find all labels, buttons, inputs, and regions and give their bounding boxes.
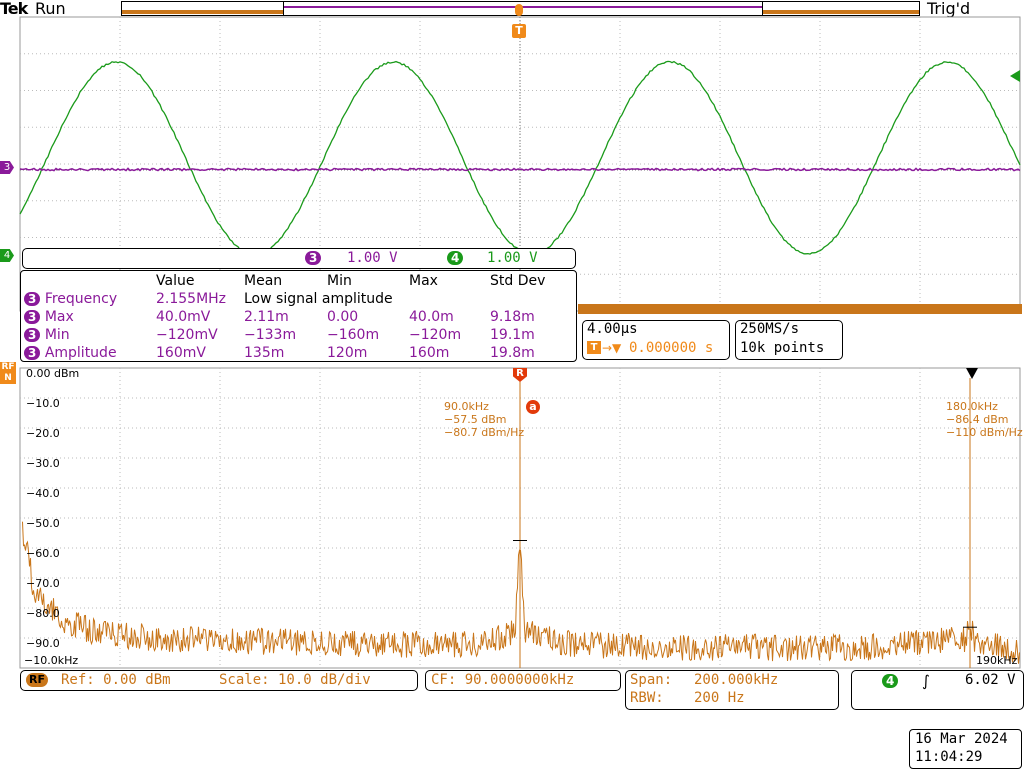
acquisition-readout[interactable]: 250MS/s 10k points <box>735 320 843 360</box>
measurement-min: 120m <box>327 344 409 362</box>
span-value: 200.000kHz <box>694 672 778 688</box>
measurement-min: 0.00 <box>327 308 409 326</box>
time: 11:04:29 <box>915 749 982 765</box>
measurement-value: 160mV <box>156 344 244 362</box>
ch4-badge[interactable]: 4 <box>447 251 463 265</box>
ch3-badge: 3 <box>24 328 40 342</box>
marker-ref-freq: 90.0kHz <box>444 400 524 413</box>
marker-ref-readout: 90.0kHz −57.5 dBm −80.7 dBm/Hz <box>444 400 524 439</box>
marker-2-freq: 180.0kHz <box>946 400 1023 413</box>
date: 16 Mar 2024 <box>915 731 1008 747</box>
arrow-right-down-icon: →▼ <box>602 341 621 355</box>
trigger-ch4-badge: 4 <box>882 674 898 688</box>
rbw-value: 200 Hz <box>694 690 745 706</box>
trigger-position-marker[interactable]: T <box>512 24 526 38</box>
spectrum-y-label: −60.0 <box>26 547 60 560</box>
col-mean: Mean <box>244 272 327 290</box>
marker-2-flag-icon[interactable] <box>966 368 978 379</box>
ch3-badge[interactable]: 3 <box>305 251 321 265</box>
trigger-readout[interactable]: 4 ∫ 6.02 V <box>851 670 1024 710</box>
rf-reference-level: Ref: 0.00 dBm <box>61 672 171 688</box>
date-time-box: 16 Mar 2024 11:04:29 <box>909 729 1022 769</box>
measurement-name: Min <box>45 327 70 343</box>
rf-reference-marker[interactable]: RF N <box>0 362 16 384</box>
measurement-row-amplitude[interactable]: 3 Amplitude 160mV 135m 120m 160m 19.8m <box>24 344 560 362</box>
measurement-name: Max <box>45 309 74 325</box>
span-rbw-box[interactable]: Span: 200.000kHz RBW: 200 Hz <box>625 670 839 710</box>
marker-2-readout: 180.0kHz −86.4 dBm −110 dBm/Hz <box>946 400 1023 439</box>
measurement-row-min[interactable]: 3 Min −120mV −133m −160m −120m 19.1m <box>24 326 560 344</box>
col-stddev: Std Dev <box>490 272 560 290</box>
ch3-scale[interactable]: 1.00 V <box>347 250 398 266</box>
spectrum-y-label: −90.0 <box>26 637 60 650</box>
measurement-panel[interactable]: Value Mean Min Max Std Dev 3 Frequency 2… <box>20 270 577 362</box>
ch3-badge: 3 <box>24 346 40 360</box>
measurement-value: −120mV <box>156 326 244 344</box>
time-to-spectrum-band <box>578 304 1022 314</box>
measurement-mean: 2.11m <box>244 308 327 326</box>
rising-edge-icon: ∫ <box>922 672 930 690</box>
measurement-value: 2.155MHz <box>156 290 244 308</box>
ch4-scale[interactable]: 1.00 V <box>487 250 538 266</box>
measurement-max: −120m <box>409 326 490 344</box>
measurement-mean: 135m <box>244 344 327 362</box>
rf-badge-bottom: N <box>0 373 16 384</box>
rf-badge: RF <box>26 673 48 687</box>
center-frequency: CF: 90.0000000kHz <box>431 672 574 688</box>
spectrum-y-label: −30.0 <box>26 457 60 470</box>
rf-settings-box[interactable]: RF Ref: 0.00 dBm Scale: 10.0 dB/div <box>20 670 418 691</box>
measurement-value: 40.0mV <box>156 308 244 326</box>
ch3-badge: 3 <box>24 292 40 306</box>
measurement-row-frequency[interactable]: 3 Frequency 2.155MHz Low signal amplitud… <box>24 290 560 308</box>
channel-scale-bar: 3 1.00 V 4 1.00 V <box>22 248 576 269</box>
center-frequency-box[interactable]: CF: 90.0000000kHz <box>425 670 621 691</box>
ch3-badge: 3 <box>24 310 40 324</box>
spectrum-y-label: −10.0 <box>26 397 60 410</box>
trigger-level-arrow-icon[interactable] <box>1010 70 1020 82</box>
spectrum-y-label: 0.00 dBm <box>26 367 79 380</box>
measurement-max: 40.0m <box>409 308 490 326</box>
rf-vertical-scale: Scale: 10.0 dB/div <box>219 672 371 688</box>
measurement-std: 19.1m <box>490 326 560 344</box>
col-value: Value <box>156 272 244 290</box>
marker-2-level: −86.4 dBm <box>946 413 1023 426</box>
marker-ref-level: −57.5 dBm <box>444 413 524 426</box>
measurement-row-max[interactable]: 3 Max 40.0mV 2.11m 0.00 40.0m 9.18m <box>24 308 560 326</box>
rbw-label: RBW: <box>630 690 664 706</box>
spectrum-markers <box>513 378 977 668</box>
measurement-std: 19.8m <box>490 344 560 362</box>
measurement-name: Amplitude <box>45 345 117 361</box>
rf-badge-top: RF <box>0 362 16 373</box>
time-per-div: 4.00µs <box>587 321 638 337</box>
measurement-std: 9.18m <box>490 308 560 326</box>
spectrum-y-label: −80.0 <box>26 607 60 620</box>
measurement-max: 160m <box>409 344 490 362</box>
horizontal-position: 0.000000 s <box>629 340 713 356</box>
marker-2-density: −110 dBm/Hz <box>946 426 1023 439</box>
horizontal-scale-readout[interactable]: 4.00µs T →▼ 0.000000 s <box>582 320 730 360</box>
measurement-name: Frequency <box>45 291 117 307</box>
measurement-min: −160m <box>327 326 409 344</box>
measurement-mean: −133m <box>244 326 327 344</box>
x-end-label: 190kHz <box>976 654 1017 667</box>
record-length: 10k points <box>740 340 824 356</box>
col-max: Max <box>409 272 490 290</box>
col-min: Min <box>327 272 409 290</box>
measurement-header-row: Value Mean Min Max Std Dev <box>24 272 560 290</box>
spectrum-y-label: −70.0 <box>26 577 60 590</box>
spectrum-trace <box>23 522 1020 664</box>
span-label: Span: <box>630 672 672 688</box>
measurement-warning: Low signal amplitude <box>244 290 560 308</box>
marker-ref-density: −80.7 dBm/Hz <box>444 426 524 439</box>
spectrum-y-label: −50.0 <box>26 517 60 530</box>
trigger-point-icon <box>515 4 523 16</box>
spectrum-y-label: −40.0 <box>26 487 60 500</box>
trigger-t-icon: T <box>587 341 601 354</box>
x-start-label: −10.0kHz <box>24 654 78 667</box>
marker-a-circle[interactable]: a <box>526 400 540 414</box>
trigger-level: 6.02 V <box>965 672 1016 688</box>
sample-rate: 250MS/s <box>740 321 799 337</box>
spectrum-y-label: −20.0 <box>26 427 60 440</box>
